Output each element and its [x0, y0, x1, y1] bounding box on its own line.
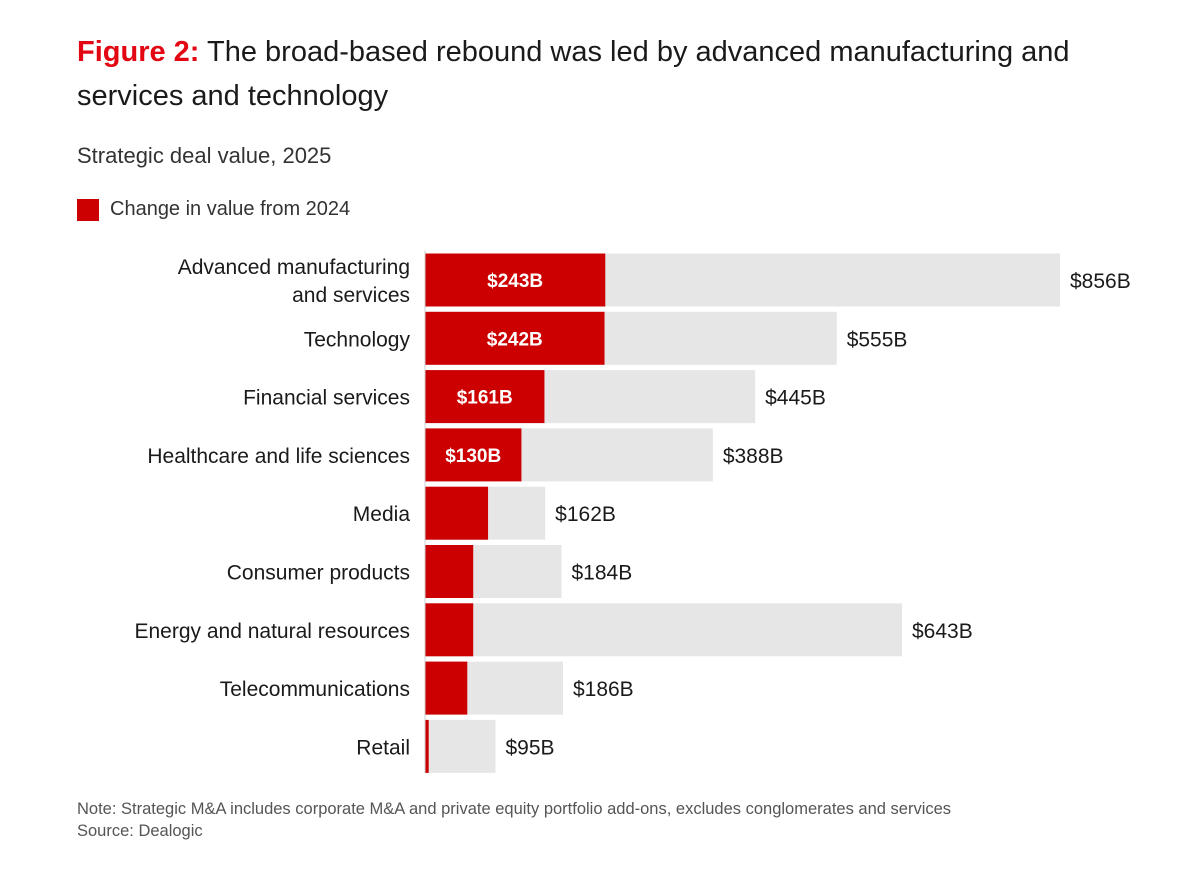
category-label: Media: [353, 503, 411, 526]
category-label: Technology: [304, 328, 411, 351]
source-text: Source: Dealogic: [77, 822, 203, 840]
figure-title: The broad-based rebound was led by advan…: [77, 36, 1070, 112]
change-label: $130B: [445, 446, 501, 467]
value-label: $184B: [571, 562, 632, 585]
total-bar: [425, 603, 902, 657]
category-label: Healthcare and life sciences: [147, 445, 410, 468]
chart-note: Note: Strategic M&A includes corporate M…: [77, 798, 1097, 842]
category-label: Financial services: [243, 387, 410, 410]
change-bar: [425, 545, 474, 598]
value-label: $388B: [723, 445, 784, 468]
chart-title: Figure 2: The broad-based rebound was le…: [77, 30, 1157, 118]
category-label: Retail: [356, 736, 410, 759]
change-label: $161B: [457, 388, 513, 409]
bar-chart: Advanced manufacturing and services $856B $…: [135, 250, 1131, 773]
figure-label: Figure 2:: [77, 36, 200, 68]
value-label: $643B: [912, 620, 973, 643]
category-label: Energy and natural resources: [135, 620, 411, 643]
change-bar: [425, 253, 606, 307]
change-bar: [425, 661, 468, 715]
change-bar: [425, 428, 522, 482]
value-label: $445B: [765, 387, 826, 410]
change-label: $243B: [487, 271, 543, 292]
change-bar: [425, 603, 474, 657]
value-label: $856B: [1070, 270, 1131, 293]
legend-label: Change in value from 2024: [110, 198, 351, 220]
value-label: $95B: [505, 736, 554, 759]
legend: Change in value from 2024: [77, 198, 350, 221]
change-bar: [425, 486, 489, 540]
value-label: $555B: [847, 328, 908, 351]
value-label: $186B: [573, 678, 634, 701]
note-text: Note: Strategic M&A includes corporate M…: [77, 800, 952, 818]
category-label: Consumer products: [227, 562, 410, 585]
chart-subtitle: Strategic deal value, 2025: [77, 143, 332, 168]
total-bar: [425, 719, 496, 773]
legend-swatch: [77, 198, 99, 221]
change-label: $242B: [487, 329, 543, 350]
change-bar: [425, 311, 605, 365]
change-bar: [425, 370, 545, 424]
category-label: Telecommunications: [220, 678, 410, 701]
category-label: and services: [292, 284, 410, 307]
value-label: $162B: [555, 503, 616, 526]
category-label: Advanced manufacturing: [178, 256, 410, 279]
change-bar: [425, 719, 429, 773]
